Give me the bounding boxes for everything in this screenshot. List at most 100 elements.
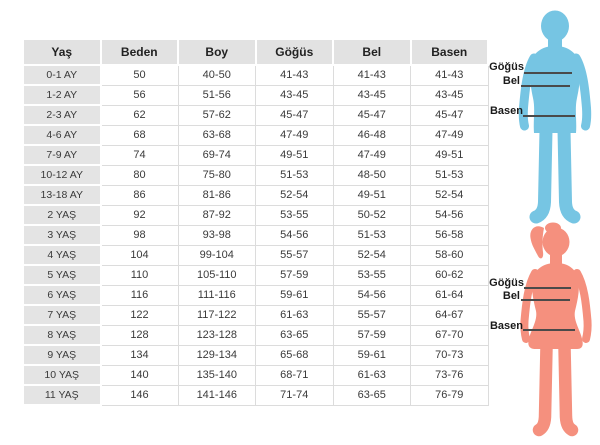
value-cell: 141-146 xyxy=(177,384,256,406)
age-cell: 4-6 AY xyxy=(22,124,102,146)
age-cell: 3 YAŞ xyxy=(22,224,102,246)
table-row: 4 YAŞ 104 99-104 55-57 52-54 58-60 xyxy=(22,244,489,266)
value-cell: 140 xyxy=(100,364,179,386)
value-cell: 122 xyxy=(100,304,179,326)
value-cell: 54-56 xyxy=(332,284,411,306)
value-cell: 146 xyxy=(100,384,179,406)
value-cell: 47-49 xyxy=(410,124,489,146)
value-cell: 54-56 xyxy=(255,224,334,246)
table-row: 2-3 AY 62 57-62 45-47 45-47 45-47 xyxy=(22,104,489,126)
value-cell: 43-45 xyxy=(332,84,411,106)
value-cell: 73-76 xyxy=(410,364,489,386)
table-row: 3 YAŞ 98 93-98 54-56 51-53 56-58 xyxy=(22,224,489,246)
boy-chest-label: Göğüs xyxy=(489,61,524,73)
value-cell: 45-47 xyxy=(255,104,334,126)
value-cell: 56-58 xyxy=(410,224,489,246)
age-cell: 9 YAŞ xyxy=(22,344,102,366)
header-hip: Basen xyxy=(409,38,489,66)
value-cell: 81-86 xyxy=(177,184,256,206)
value-cell: 52-54 xyxy=(410,184,489,206)
value-cell: 104 xyxy=(100,244,179,266)
value-cell: 62 xyxy=(100,104,179,126)
value-cell: 60-62 xyxy=(410,264,489,286)
boy-waist-label: Bel xyxy=(502,75,520,87)
value-cell: 43-45 xyxy=(410,84,489,106)
value-cell: 99-104 xyxy=(177,244,256,266)
girl-hip-line xyxy=(523,329,575,331)
value-cell: 80 xyxy=(100,164,179,186)
value-cell: 71-74 xyxy=(255,384,334,406)
header-waist: Bel xyxy=(332,38,412,66)
value-cell: 61-63 xyxy=(332,364,411,386)
table-row: 4-6 AY 68 63-68 47-49 46-48 47-49 xyxy=(22,124,489,146)
table-row: 11 YAŞ 146 141-146 71-74 63-65 76-79 xyxy=(22,384,489,406)
value-cell: 135-140 xyxy=(177,364,256,386)
value-cell: 87-92 xyxy=(177,204,256,226)
age-cell: 13-18 AY xyxy=(22,184,102,206)
value-cell: 46-48 xyxy=(332,124,411,146)
value-cell: 56 xyxy=(100,84,179,106)
value-cell: 45-47 xyxy=(332,104,411,126)
header-row: Yaş Beden Boy Göğüs Bel Basen xyxy=(22,38,489,66)
value-cell: 55-57 xyxy=(255,244,334,266)
value-cell: 63-65 xyxy=(332,384,411,406)
value-cell: 50 xyxy=(100,64,179,86)
boy-hip-line xyxy=(523,115,575,117)
table-row: 7 YAŞ 122 117-122 61-63 55-57 64-67 xyxy=(22,304,489,326)
value-cell: 117-122 xyxy=(177,304,256,326)
table-row: 10 YAŞ 140 135-140 68-71 61-63 73-76 xyxy=(22,364,489,386)
value-cell: 111-116 xyxy=(177,284,256,306)
age-cell: 4 YAŞ xyxy=(22,244,102,266)
table-row: 8 YAŞ 128 123-128 63-65 57-59 67-70 xyxy=(22,324,489,346)
table-row: 2 YAŞ 92 87-92 53-55 50-52 54-56 xyxy=(22,204,489,226)
table-row: 0-1 AY 50 40-50 41-43 41-43 41-43 xyxy=(22,64,489,86)
value-cell: 129-134 xyxy=(177,344,256,366)
age-cell: 11 YAŞ xyxy=(22,384,102,406)
value-cell: 53-55 xyxy=(332,264,411,286)
age-cell: 2-3 AY xyxy=(22,104,102,126)
value-cell: 49-51 xyxy=(410,144,489,166)
value-cell: 41-43 xyxy=(255,64,334,86)
value-cell: 51-56 xyxy=(177,84,256,106)
girl-chest-line xyxy=(524,287,571,289)
value-cell: 59-61 xyxy=(255,284,334,306)
value-cell: 76-79 xyxy=(410,384,489,406)
age-cell: 10-12 AY xyxy=(22,164,102,186)
value-cell: 74 xyxy=(100,144,179,166)
header-size: Beden xyxy=(99,38,179,66)
girl-waist-label: Bel xyxy=(502,290,520,302)
table-row: 10-12 AY 80 75-80 51-53 48-50 51-53 xyxy=(22,164,489,186)
girl-chest-label: Göğüs xyxy=(489,277,524,289)
value-cell: 65-68 xyxy=(255,344,334,366)
value-cell: 58-60 xyxy=(410,244,489,266)
table-row: 13-18 AY 86 81-86 52-54 49-51 52-54 xyxy=(22,184,489,206)
value-cell: 134 xyxy=(100,344,179,366)
value-cell: 105-110 xyxy=(177,264,256,286)
value-cell: 50-52 xyxy=(332,204,411,226)
value-cell: 55-57 xyxy=(332,304,411,326)
value-cell: 51-53 xyxy=(332,224,411,246)
value-cell: 98 xyxy=(100,224,179,246)
table-row: 1-2 AY 56 51-56 43-45 43-45 43-45 xyxy=(22,84,489,106)
value-cell: 52-54 xyxy=(255,184,334,206)
boy-waist-line xyxy=(521,85,570,87)
header-height: Boy xyxy=(177,38,257,66)
value-cell: 57-59 xyxy=(332,324,411,346)
age-cell: 8 YAŞ xyxy=(22,324,102,346)
value-cell: 41-43 xyxy=(410,64,489,86)
value-cell: 68-71 xyxy=(255,364,334,386)
size-chart-table: Yaş Beden Boy Göğüs Bel Basen 0-1 AY 50 40… xyxy=(22,38,489,406)
value-cell: 49-51 xyxy=(332,184,411,206)
value-cell: 123-128 xyxy=(177,324,256,346)
table-row: 7-9 AY 74 69-74 49-51 47-49 49-51 xyxy=(22,144,489,166)
value-cell: 110 xyxy=(100,264,179,286)
value-cell: 53-55 xyxy=(255,204,334,226)
value-cell: 48-50 xyxy=(332,164,411,186)
value-cell: 57-59 xyxy=(255,264,334,286)
value-cell: 68 xyxy=(100,124,179,146)
value-cell: 54-56 xyxy=(410,204,489,226)
value-cell: 64-67 xyxy=(410,304,489,326)
table-row: 6 YAŞ 116 111-116 59-61 54-56 61-64 xyxy=(22,284,489,306)
value-cell: 63-65 xyxy=(255,324,334,346)
